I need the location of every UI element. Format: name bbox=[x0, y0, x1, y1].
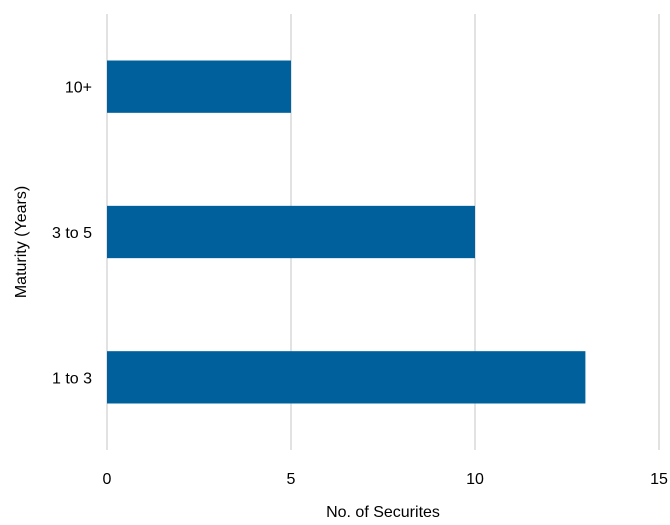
x-tick-label: 5 bbox=[287, 471, 296, 488]
bar-10- bbox=[107, 61, 291, 113]
y-tick-label: 10+ bbox=[65, 80, 92, 97]
bars bbox=[107, 61, 585, 404]
x-axis-title: No. of Securites bbox=[326, 504, 440, 521]
x-tick-label: 10 bbox=[466, 471, 484, 488]
bar-1-to-3 bbox=[107, 351, 585, 403]
x-tick-labels: 0 5 10 15 bbox=[103, 471, 668, 488]
y-tick-label: 3 to 5 bbox=[52, 225, 92, 242]
x-tick-label: 15 bbox=[650, 471, 668, 488]
x-tick-label: 0 bbox=[103, 471, 112, 488]
y-tick-label: 1 to 3 bbox=[52, 370, 92, 387]
y-tick-labels: 1 to 3 3 to 5 10+ bbox=[52, 80, 92, 388]
y-axis-title: Maturity (Years) bbox=[13, 186, 30, 298]
bar-3-to-5 bbox=[107, 206, 475, 258]
